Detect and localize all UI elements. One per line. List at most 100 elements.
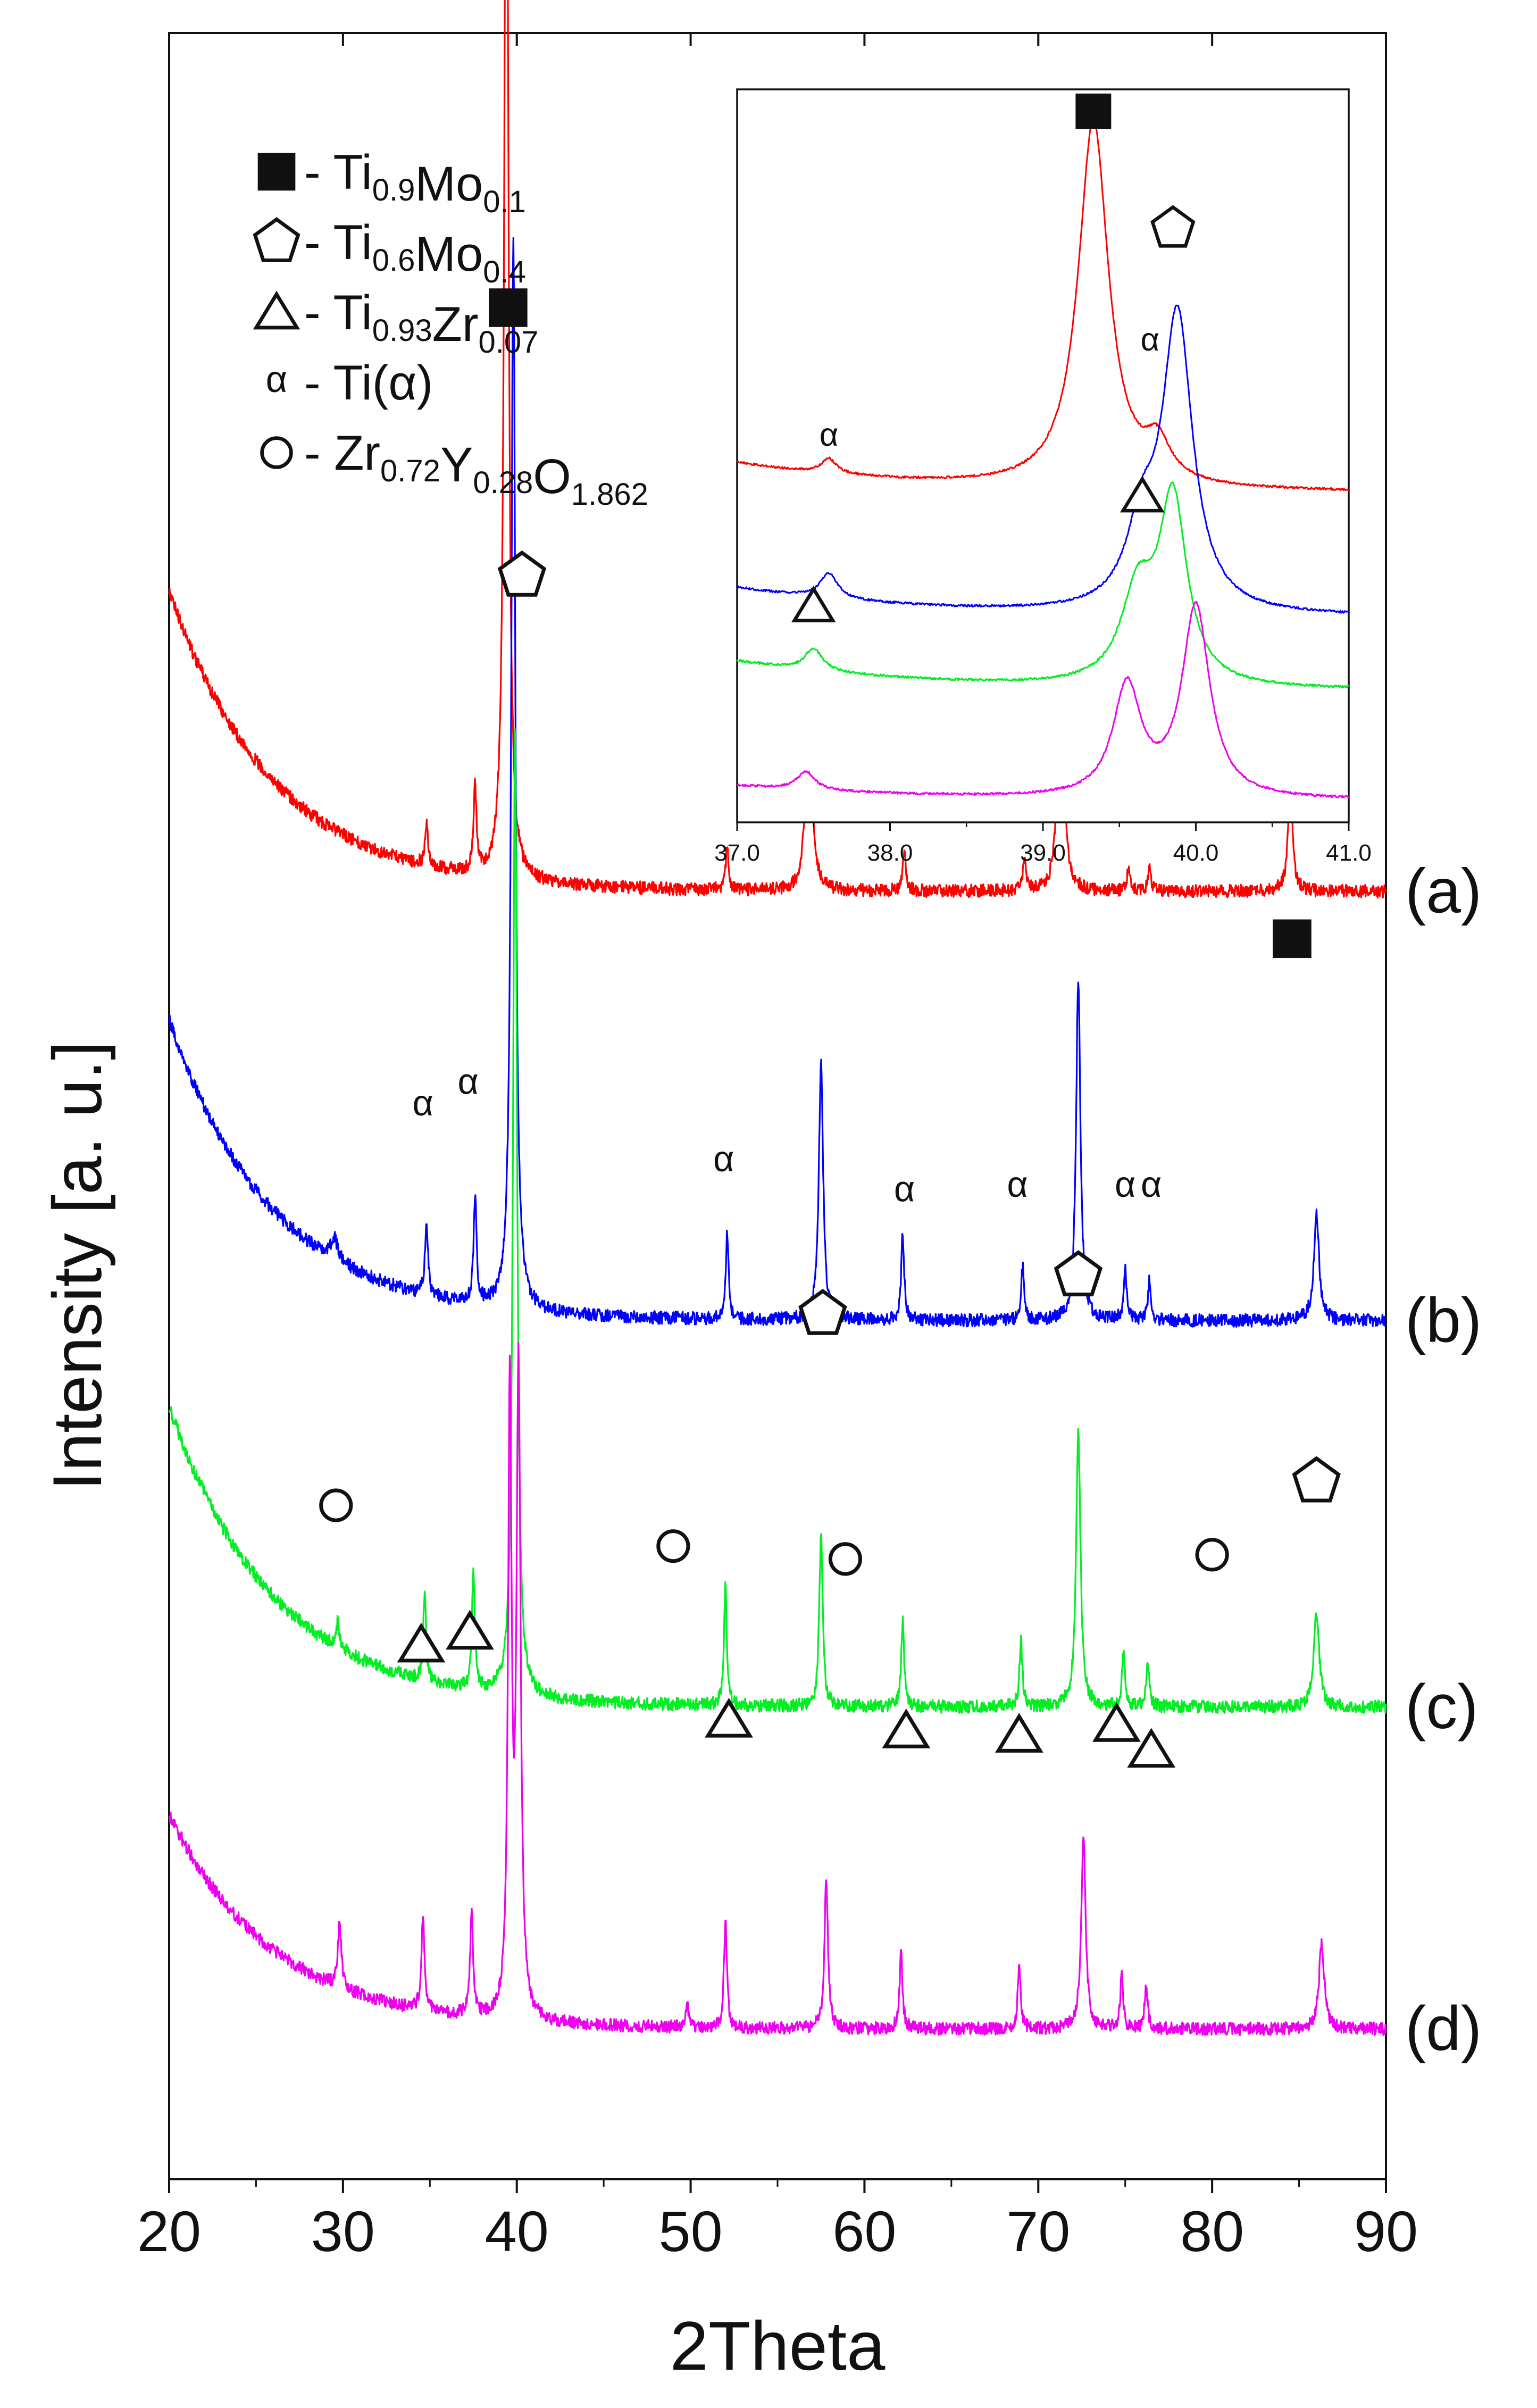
legend-formula: Y bbox=[440, 438, 473, 492]
legend-formula: Mo bbox=[415, 227, 483, 281]
x-tick-label: 30 bbox=[311, 2199, 375, 2263]
x-tick-label: 60 bbox=[832, 2199, 896, 2263]
x-axis-title: 2Theta bbox=[670, 2307, 886, 2385]
x-tick-label: 90 bbox=[1354, 2199, 1418, 2263]
legend-subscript: 0.4 bbox=[483, 255, 526, 289]
inset-tick-label: 37.0 bbox=[714, 840, 760, 866]
legend-formula: Ti(α) bbox=[333, 356, 433, 410]
legend-subscript: 0.07 bbox=[479, 325, 539, 360]
legend-dash: - bbox=[304, 215, 333, 270]
phase-marker-triangle bbox=[1092, 1702, 1141, 1742]
inset-marker-pentagon bbox=[1150, 205, 1196, 248]
phase-marker-alpha: α bbox=[413, 1083, 433, 1123]
legend-subscript: 0.28 bbox=[473, 465, 533, 500]
legend: - Ti0.9Mo0.1 - Ti0.6Mo0.4 - Ti0.93Zr0.07… bbox=[253, 145, 648, 512]
y-axis-title: Intensity [a. u.] bbox=[38, 1041, 116, 1490]
legend-formula: Ti bbox=[333, 145, 372, 199]
legend-subscript: 0.93 bbox=[372, 313, 432, 348]
x-tick-label: 80 bbox=[1180, 2199, 1244, 2263]
inset-series-line-d bbox=[736, 601, 1350, 799]
legend-subscript: 1.862 bbox=[571, 477, 648, 512]
legend-formula: Mo bbox=[415, 157, 483, 211]
legend-text: - Ti(α) bbox=[304, 356, 433, 410]
inset-series-line-a bbox=[737, 118, 1349, 491]
x-tick-label: 70 bbox=[1006, 2199, 1070, 2263]
inset-frame bbox=[736, 88, 1350, 823]
inset-marker-square bbox=[1075, 93, 1112, 129]
legend-entry: - Ti0.93Zr0.07 bbox=[253, 286, 538, 360]
inset-tick-label: 40.0 bbox=[1173, 840, 1219, 866]
legend-symbol-alpha: α bbox=[266, 358, 288, 400]
phase-marker-pentagon bbox=[798, 1288, 847, 1335]
inset-tick-label: 38.0 bbox=[867, 840, 913, 866]
legend-subscript: 0.6 bbox=[372, 243, 415, 278]
phase-marker-alpha: α bbox=[1141, 1164, 1162, 1205]
legend-entry: α - Ti(α) bbox=[266, 356, 433, 410]
series-line-a bbox=[168, 0, 1387, 899]
inset-marker-triangle bbox=[791, 586, 836, 623]
legend-text: - Zr0.72Y0.28O1.862 bbox=[304, 426, 648, 512]
series-label: (a) bbox=[1405, 856, 1482, 927]
inset-tick-label: 39.0 bbox=[1020, 840, 1066, 866]
phase-marker-alpha: α bbox=[894, 1169, 915, 1209]
phase-marker-alpha: α bbox=[713, 1139, 734, 1179]
phase-marker-circle bbox=[828, 1542, 863, 1576]
legend-text: - Ti0.6Mo0.4 bbox=[304, 215, 526, 289]
phase-marker-circle bbox=[319, 1488, 353, 1522]
phase-marker-triangle bbox=[995, 1713, 1043, 1753]
x-tick-label: 20 bbox=[137, 2199, 201, 2263]
inset-marker-triangle bbox=[1120, 476, 1165, 513]
phase-marker-triangle bbox=[1127, 1728, 1176, 1768]
inset-plot: 37.0 38.0 39.0 40.0 41.0 α α bbox=[714, 88, 1372, 866]
legend-text: - Ti0.93Zr0.07 bbox=[304, 286, 538, 360]
legend-dash: - bbox=[304, 426, 334, 480]
legend-symbol-square bbox=[257, 153, 296, 191]
legend-dash: - bbox=[304, 356, 333, 410]
legend-entry: - Ti0.6Mo0.4 bbox=[253, 215, 526, 289]
legend-entry: - Ti0.9Mo0.1 bbox=[257, 145, 526, 219]
legend-formula: Zr bbox=[334, 426, 380, 480]
series-label: (d) bbox=[1405, 1994, 1482, 2064]
x-tick-label: 50 bbox=[659, 2199, 723, 2263]
phase-marker-square bbox=[1273, 919, 1312, 959]
legend-subscript: 0.1 bbox=[483, 185, 526, 219]
phase-marker-pentagon bbox=[1054, 1250, 1103, 1297]
legend-formula: Ti bbox=[333, 215, 372, 270]
phase-marker-square bbox=[489, 288, 528, 327]
legend-formula: O bbox=[533, 449, 571, 504]
x-tick-label: 40 bbox=[485, 2199, 549, 2263]
legend-subscript: 0.9 bbox=[372, 173, 415, 207]
phase-marker-pentagon bbox=[1292, 1456, 1341, 1503]
phase-marker-triangle bbox=[446, 1610, 494, 1650]
legend-entry: - Zr0.72Y0.28O1.862 bbox=[260, 426, 648, 512]
phase-marker-alpha: α bbox=[1007, 1164, 1028, 1205]
phase-marker-alpha: α bbox=[1115, 1164, 1135, 1205]
series-line-d bbox=[168, 1342, 1387, 2036]
series-line-b bbox=[168, 237, 1386, 1328]
inset-marker-alpha: α bbox=[820, 416, 839, 453]
legend-symbol-triangle bbox=[253, 290, 300, 330]
phase-marker-alpha: α bbox=[457, 1062, 478, 1102]
inset-series-line-c bbox=[736, 481, 1350, 689]
phase-marker-triangle bbox=[397, 1622, 446, 1663]
legend-formula: Ti bbox=[333, 286, 372, 340]
phase-marker-triangle bbox=[705, 1697, 753, 1738]
inset-series-line-b bbox=[737, 304, 1349, 614]
x-axis: 20 30 40 50 60 70 80 90 bbox=[137, 33, 1418, 2263]
series-label: (b) bbox=[1405, 1285, 1482, 1355]
phase-marker-circle bbox=[656, 1529, 690, 1563]
legend-symbol-pentagon bbox=[253, 217, 300, 262]
legend-dash: - bbox=[304, 145, 333, 199]
phase-marker-pentagon bbox=[497, 550, 547, 597]
inset-marker-alpha: α bbox=[1140, 321, 1159, 358]
phase-marker-circle bbox=[1195, 1538, 1229, 1572]
series-line-c bbox=[168, 728, 1387, 1714]
legend-dash: - bbox=[304, 286, 333, 340]
series-label: (c) bbox=[1405, 1672, 1478, 1742]
legend-formula: Zr bbox=[432, 297, 479, 352]
legend-text: - Ti0.9Mo0.1 bbox=[304, 145, 526, 219]
legend-symbol-circle bbox=[260, 436, 293, 469]
inset-tick-label: 41.0 bbox=[1326, 840, 1372, 866]
